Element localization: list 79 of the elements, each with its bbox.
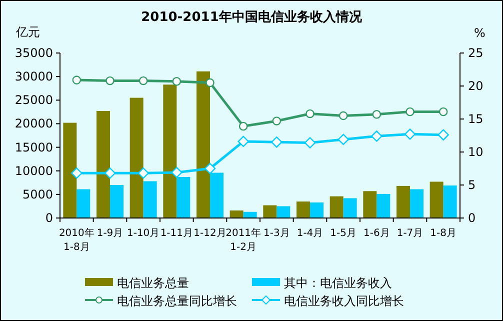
- y2-tick-label: 15: [468, 112, 484, 126]
- legend-label: 其中：电信业务收入: [284, 276, 392, 290]
- y-tick-label: 0: [45, 211, 53, 225]
- legend-label: 电信业务总量同比增长: [117, 294, 237, 308]
- bar: [76, 189, 90, 218]
- point: [138, 168, 149, 179]
- y2-axis-title: %: [474, 26, 486, 40]
- y-tick-label: 25000: [14, 93, 53, 108]
- y-tick-label: 15000: [14, 140, 53, 154]
- legend-label: 电信业务总量: [117, 276, 189, 290]
- point: [238, 136, 249, 148]
- x-tick-label: 1-11月: [160, 228, 194, 239]
- y-tick-label: 10000: [14, 164, 53, 178]
- y-tick-label: 35000: [14, 46, 53, 60]
- bar: [376, 194, 390, 218]
- bar: [110, 185, 124, 218]
- point: [371, 130, 382, 142]
- x-tick-label: 1-12月: [194, 228, 226, 239]
- point: [138, 76, 148, 86]
- bar: [410, 189, 424, 218]
- y2-tick-label: 5: [468, 178, 476, 192]
- y-tick-label: 30000: [14, 70, 53, 84]
- bar: [196, 71, 210, 218]
- point: [272, 116, 282, 126]
- x-tick-label: 2010年1-8月: [58, 227, 94, 253]
- point: [406, 107, 414, 116]
- point: [338, 134, 349, 146]
- x-tick-label: 2011年1-2月: [226, 227, 262, 253]
- point: [238, 122, 248, 131]
- bar: [330, 196, 344, 218]
- bar: [443, 185, 457, 218]
- y-tick-label: 20000: [14, 116, 53, 131]
- point: [404, 128, 416, 140]
- bar: [276, 206, 290, 218]
- bar: [296, 202, 310, 218]
- chart-title: 2010-2011年中国电信业务收入情况: [141, 9, 363, 25]
- point: [306, 109, 314, 118]
- bar: [363, 191, 377, 218]
- bar: [63, 122, 77, 218]
- point: [204, 162, 216, 174]
- y-tick-label: 5000: [22, 187, 53, 202]
- bar: [263, 205, 277, 218]
- x-tick-label: 1-6月: [363, 228, 390, 239]
- point: [338, 111, 348, 120]
- x-tick-label: 1-10月: [126, 228, 160, 239]
- point: [271, 136, 282, 148]
- bar: [96, 110, 110, 218]
- bar: [396, 186, 410, 218]
- point: [206, 78, 214, 88]
- x-tick-label: 1-9月: [96, 228, 124, 239]
- x-tick-label: 1-7月: [396, 228, 424, 239]
- bar: [163, 84, 177, 218]
- y2-tick-label: 10: [468, 145, 484, 159]
- point: [71, 168, 82, 179]
- y2-tick-label: 25: [468, 46, 484, 60]
- legend-label: 电信业务收入同比增长: [284, 294, 404, 308]
- bar: [230, 210, 244, 218]
- y-axis-title: 亿元: [15, 25, 40, 39]
- bar: [130, 98, 144, 218]
- point: [106, 76, 114, 86]
- y2-tick-label: 20: [468, 79, 484, 93]
- x-tick-label: 1-8月: [430, 228, 457, 239]
- point: [304, 137, 316, 148]
- point: [104, 168, 116, 179]
- bar: [143, 181, 157, 218]
- bar: [430, 182, 444, 218]
- bar: [343, 198, 357, 218]
- point: [372, 110, 382, 119]
- point: [172, 76, 182, 86]
- x-tick-label: 1-5月: [330, 228, 357, 239]
- point: [438, 107, 448, 116]
- point: [171, 166, 182, 178]
- point: [438, 129, 449, 140]
- point: [72, 76, 82, 84]
- x-tick-label: 1-3月: [263, 228, 290, 239]
- y2-tick-label: 0: [468, 211, 476, 225]
- x-tick-label: 1-4月: [296, 228, 324, 239]
- bar: [310, 202, 324, 218]
- bar: [243, 212, 257, 218]
